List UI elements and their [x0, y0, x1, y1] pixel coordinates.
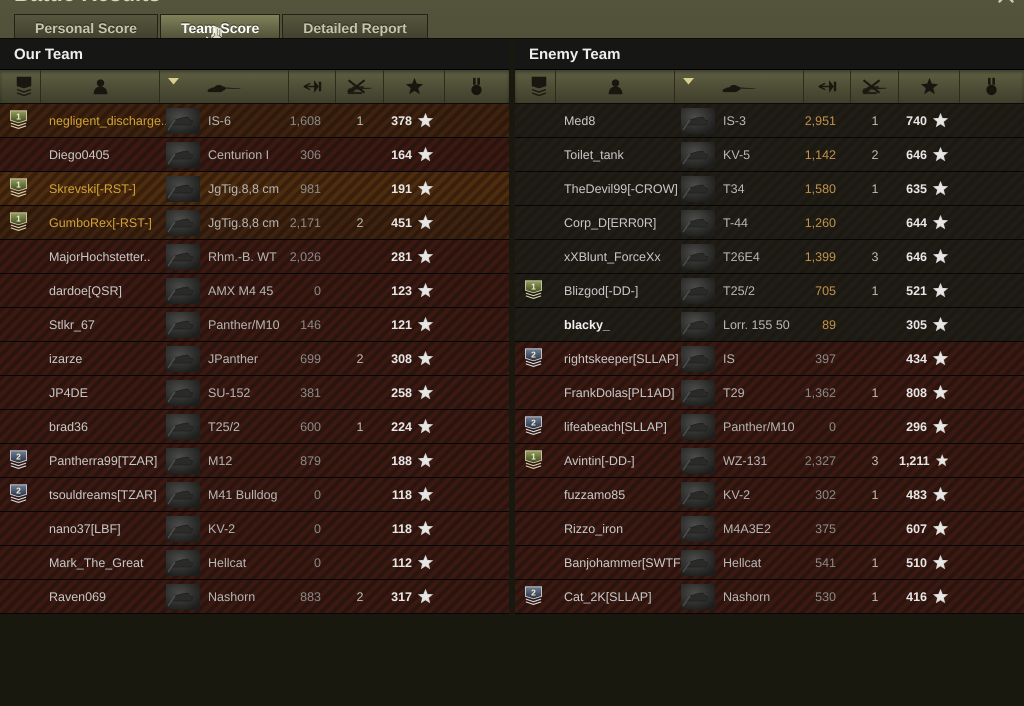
- svg-text:1: 1: [16, 214, 21, 223]
- svg-text:1: 1: [531, 452, 536, 461]
- svg-text:1: 1: [16, 180, 21, 189]
- svg-text:2: 2: [531, 350, 536, 359]
- svg-text:2: 2: [531, 588, 536, 597]
- svg-text:2: 2: [531, 418, 536, 427]
- svg-text:2: 2: [16, 452, 21, 461]
- svg-text:1: 1: [531, 282, 536, 291]
- svg-text:2: 2: [16, 486, 21, 495]
- svg-text:1: 1: [16, 112, 21, 121]
